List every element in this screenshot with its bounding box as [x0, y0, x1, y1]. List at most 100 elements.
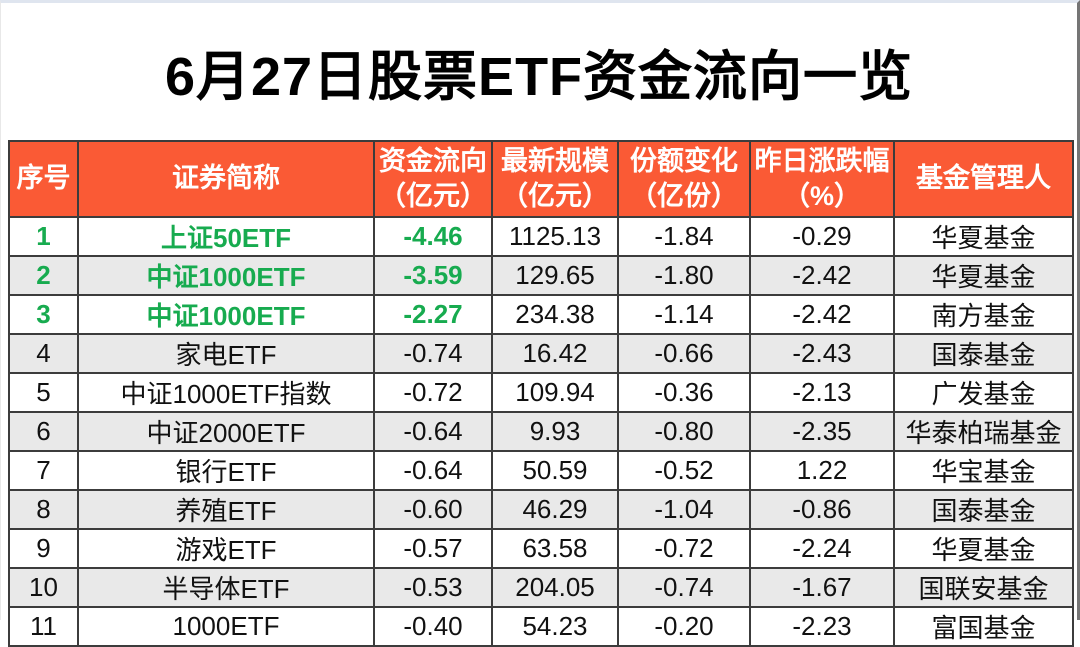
table-row: 7 银行ETF -0.64 50.59 -0.52 1.22 华宝基金: [8, 450, 1074, 491]
cell-index: 1: [8, 216, 79, 257]
cell-manager: 华夏基金: [893, 255, 1074, 296]
cell-share-change: -0.36: [617, 372, 751, 413]
cell-scale: 109.94: [491, 372, 619, 413]
table-row: 5 中证1000ETF指数 -0.72 109.94 -0.36 -2.13 广发基金: [8, 372, 1074, 413]
cell-share-change: -1.14: [617, 294, 751, 335]
column-header-flow: 资金流向 （亿元）: [373, 140, 493, 218]
table-row: 11 1000ETF -0.40 54.23 -0.20 -2.23 富国基金: [8, 606, 1074, 647]
table-row: 2 中证1000ETF -3.59 129.65 -1.80 -2.42 华夏基金: [8, 255, 1074, 296]
cell-name: 1000ETF: [77, 606, 375, 647]
cell-pct-change: -2.42: [749, 255, 895, 296]
cell-share-change: -1.84: [617, 216, 751, 257]
cell-name: 家电ETF: [77, 333, 375, 374]
column-header-manager: 基金管理人: [893, 140, 1074, 218]
cell-manager: 富国基金: [893, 606, 1074, 647]
cell-pct-change: -2.35: [749, 411, 895, 452]
cell-pct-change: -2.24: [749, 528, 895, 569]
cell-share-change: -0.80: [617, 411, 751, 452]
cell-share-change: -1.80: [617, 255, 751, 296]
cell-flow: -0.57: [373, 528, 493, 569]
cell-name: 中证1000ETF: [77, 294, 375, 335]
cell-scale: 1125.13: [491, 216, 619, 257]
cell-share-change: -0.74: [617, 567, 751, 608]
table-row: 10 半导体ETF -0.53 204.05 -0.74 -1.67 国联安基金: [8, 567, 1074, 608]
cell-flow: -0.53: [373, 567, 493, 608]
cell-name: 中证2000ETF: [77, 411, 375, 452]
cell-scale: 46.29: [491, 489, 619, 530]
cell-index: 8: [8, 489, 79, 530]
etf-flow-table: 序号 证券简称 资金流向 （亿元） 最新规模 （亿元） 份额变化 （亿份） 昨日涨跌幅 （…: [8, 140, 1074, 647]
cell-flow: -0.60: [373, 489, 493, 530]
cell-name: 中证1000ETF指数: [77, 372, 375, 413]
cell-scale: 50.59: [491, 450, 619, 491]
cell-scale: 9.93: [491, 411, 619, 452]
cell-flow: -0.72: [373, 372, 493, 413]
cell-name: 上证50ETF: [77, 216, 375, 257]
cell-name: 养殖ETF: [77, 489, 375, 530]
cell-scale: 54.23: [491, 606, 619, 647]
cell-flow: -3.59: [373, 255, 493, 296]
cell-scale: 16.42: [491, 333, 619, 374]
cell-pct-change: -2.42: [749, 294, 895, 335]
cell-index: 4: [8, 333, 79, 374]
cell-pct-change: -2.43: [749, 333, 895, 374]
table-row: 1 上证50ETF -4.46 1125.13 -1.84 -0.29 华夏基金: [8, 216, 1074, 257]
table-row: 4 家电ETF -0.74 16.42 -0.66 -2.43 国泰基金: [8, 333, 1074, 374]
cell-scale: 204.05: [491, 567, 619, 608]
table-row: 9 游戏ETF -0.57 63.58 -0.72 -2.24 华夏基金: [8, 528, 1074, 569]
cell-index: 7: [8, 450, 79, 491]
table-body: 1 上证50ETF -4.46 1125.13 -1.84 -0.29 华夏基金 2 中证100…: [8, 216, 1074, 647]
cell-share-change: -1.04: [617, 489, 751, 530]
page-title: 6月27日股票ETF资金流向一览: [164, 47, 914, 107]
cell-index: 10: [8, 567, 79, 608]
cell-name: 游戏ETF: [77, 528, 375, 569]
cell-share-change: -0.66: [617, 333, 751, 374]
column-header-scale: 最新规模 （亿元）: [491, 140, 619, 218]
column-header-pct-change: 昨日涨跌幅 （%）: [749, 140, 895, 218]
table-row: 3 中证1000ETF -2.27 234.38 -1.14 -2.42 南方基金: [8, 294, 1074, 335]
cell-flow: -2.27: [373, 294, 493, 335]
column-header-index: 序号: [8, 140, 79, 218]
cell-manager: 南方基金: [893, 294, 1074, 335]
cell-scale: 129.65: [491, 255, 619, 296]
cell-index: 3: [8, 294, 79, 335]
cell-manager: 华泰柏瑞基金: [893, 411, 1074, 452]
cell-manager: 广发基金: [893, 372, 1074, 413]
cell-manager: 国联安基金: [893, 567, 1074, 608]
cell-manager: 国泰基金: [893, 333, 1074, 374]
cell-pct-change: -0.29: [749, 216, 895, 257]
cell-manager: 华夏基金: [893, 528, 1074, 569]
cell-name: 半导体ETF: [77, 567, 375, 608]
cell-flow: -0.74: [373, 333, 493, 374]
cell-index: 11: [8, 606, 79, 647]
cell-flow: -0.64: [373, 411, 493, 452]
cell-flow: -0.40: [373, 606, 493, 647]
cell-index: 6: [8, 411, 79, 452]
cell-flow: -4.46: [373, 216, 493, 257]
column-header-name: 证券简称: [77, 140, 375, 218]
cell-pct-change: 1.22: [749, 450, 895, 491]
table-header: 序号 证券简称 资金流向 （亿元） 最新规模 （亿元） 份额变化 （亿份） 昨日涨跌幅 （…: [8, 140, 1074, 218]
table-row: 8 养殖ETF -0.60 46.29 -1.04 -0.86 国泰基金: [8, 489, 1074, 530]
cell-share-change: -0.72: [617, 528, 751, 569]
cell-share-change: -0.20: [617, 606, 751, 647]
column-header-share-change: 份额变化 （亿份）: [617, 140, 751, 218]
cell-manager: 华夏基金: [893, 216, 1074, 257]
cell-manager: 华宝基金: [893, 450, 1074, 491]
cell-pct-change: -2.23: [749, 606, 895, 647]
cell-manager: 国泰基金: [893, 489, 1074, 530]
cell-index: 9: [8, 528, 79, 569]
table-row: 6 中证2000ETF -0.64 9.93 -0.80 -2.35 华泰柏瑞基金: [8, 411, 1074, 452]
cell-index: 5: [8, 372, 79, 413]
cell-share-change: -0.52: [617, 450, 751, 491]
cell-scale: 234.38: [491, 294, 619, 335]
cell-pct-change: -0.86: [749, 489, 895, 530]
cell-index: 2: [8, 255, 79, 296]
cell-pct-change: -2.13: [749, 372, 895, 413]
cell-name: 中证1000ETF: [77, 255, 375, 296]
cell-scale: 63.58: [491, 528, 619, 569]
cell-flow: -0.64: [373, 450, 493, 491]
cell-pct-change: -1.67: [749, 567, 895, 608]
table-header-row: 序号 证券简称 资金流向 （亿元） 最新规模 （亿元） 份额变化 （亿份） 昨日涨跌幅 （…: [8, 140, 1074, 218]
